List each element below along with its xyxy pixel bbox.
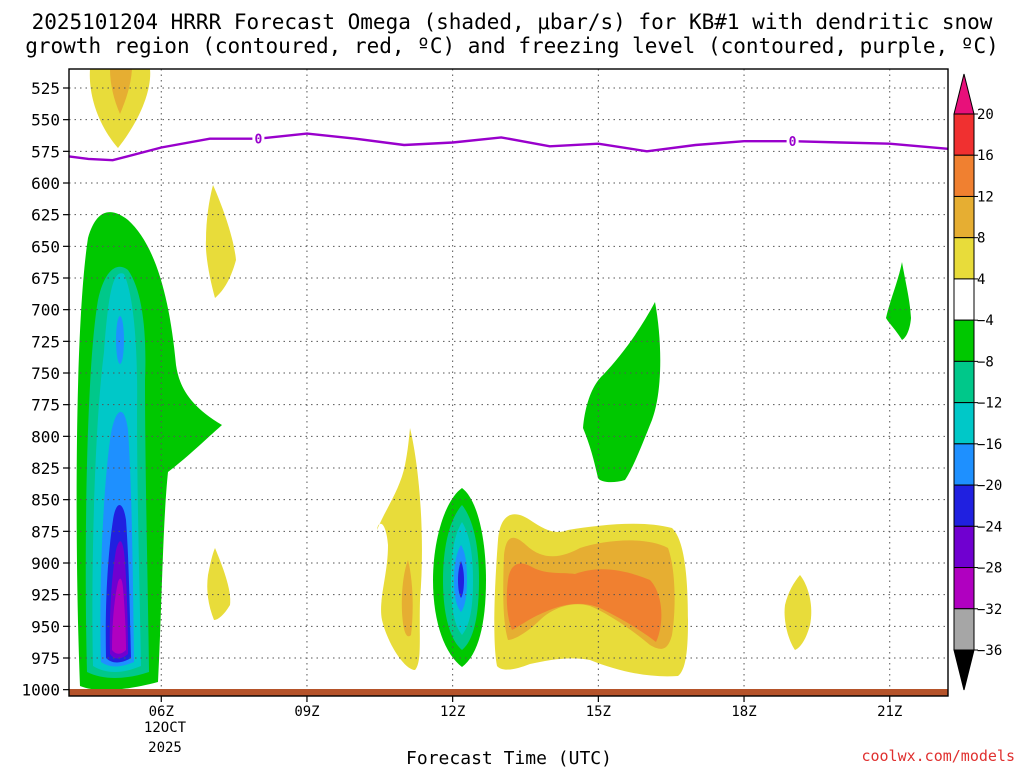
y-tick-label-950: 950 [31,617,60,636]
omega-16z-m8 [583,302,661,483]
omega-12z-m24 [458,561,464,598]
colorbar-label-4: 4 [977,272,985,288]
freezing-label-bg-0 [252,129,265,147]
freezing-label-bg-1 [786,132,799,150]
colorbar: 20 16 12 8 4 −4 −8 −12 −16 −20 −24 −28 −32 −36 [953,73,1002,691]
y-tick-label-725: 725 [31,332,60,351]
omega-main-m32 [112,578,126,654]
y-tick-label-825: 825 [31,459,60,478]
y-tick-label-1000: 1000 [21,681,60,700]
colorbar-bin-10 [953,525,975,569]
omega-14z-p12 [506,563,662,642]
y-tick-label-550: 550 [31,111,60,130]
x-tick-label-15Z: 15Z [586,704,611,720]
x-axis: 06Z 09Z 12Z 15Z 18Z 21Z [149,696,902,720]
freezing-level-contour [68,132,949,162]
omega-main-upper-m20 [116,316,124,364]
omega-blob-19z [784,575,812,650]
plot-border [68,68,949,697]
colorbar-label-11: −28 [977,561,1002,577]
terrain-level-strip [69,689,948,696]
omega-blob-07z-lower [207,548,231,620]
colorbar-bin-11 [953,567,975,610]
y-tick-label-750: 750 [31,364,60,383]
colorbar-arrow-top [953,73,975,115]
x-axis-label: Forecast Time (UTC) [406,748,612,768]
colorbar-label-1: 16 [977,148,994,164]
freezing-level-label-0: 0 [254,133,262,148]
y-tick-label-525: 525 [31,79,60,98]
colorbar-label-6: −8 [977,354,994,370]
colorbar-bin-9 [953,484,975,527]
colorbar-label-12: −32 [977,602,1002,618]
y-tick-label-900: 900 [31,554,60,573]
y-tick-label-700: 700 [31,301,60,320]
y-tick-label-775: 775 [31,396,60,415]
x-tick-label-21Z: 21Z [877,704,902,720]
colorbar-label-9: −20 [977,478,1002,494]
colorbar-label-10: −24 [977,519,1002,535]
colorbar-arrow-bottom [953,649,975,691]
credit-label: coolwx.com/models [861,747,1015,765]
date-label-line-1: 12OCT [144,720,187,736]
colorbar-label-0: 20 [977,107,994,123]
y-tick-label-600: 600 [31,174,60,193]
chart-title-line-2: growth region (contoured, red, ºC) and f… [25,34,999,58]
y-tick-label-650: 650 [31,237,60,256]
y-tick-label-925: 925 [31,586,60,605]
x-tick-label-09Z: 09Z [294,704,319,720]
y-tick-label-875: 875 [31,522,60,541]
y-tick-label-575: 575 [31,142,60,161]
colorbar-bin-0 [953,113,975,156]
date-label-line-2: 2025 [148,740,182,756]
x-tick-label-18Z: 18Z [731,704,756,720]
colorbar-label-5: −4 [977,313,994,329]
omega-21z-m8 [886,262,911,340]
y-tick-label-800: 800 [31,427,60,446]
colorbar-bin-6 [953,360,975,404]
colorbar-bin-2 [953,195,975,239]
colorbar-label-2: 12 [977,189,994,205]
y-axis: 525 550 575 600 625 650 675 700 725 750 775 800 825 8… [21,79,69,700]
omega-11z-p8 [401,560,413,637]
colorbar-label-7: −12 [977,396,1002,412]
colorbar-bin-3 [953,237,975,280]
y-tick-label-850: 850 [31,491,60,510]
x-tick-label-06Z: 06Z [149,704,174,720]
y-tick-label-675: 675 [31,269,60,288]
y-tick-label-975: 975 [31,649,60,668]
freezing-level-label-1: 0 [789,135,797,150]
colorbar-label-3: 8 [977,231,985,247]
colorbar-bin-8 [953,443,975,486]
y-tick-label-625: 625 [31,206,60,225]
colorbar-label-13: −36 [977,643,1002,659]
colorbar-bin-4 [953,278,975,321]
colorbar-label-8: −16 [977,437,1002,453]
omega-top-p8 [110,69,132,114]
colorbar-bin-12 [953,608,975,651]
x-tick-label-12Z: 12Z [440,704,465,720]
colorbar-bin-5 [953,319,975,362]
colorbar-bin-7 [953,402,975,445]
omega-blob-07z-upper [205,185,236,298]
chart-title-line-1: 2025101204 HRRR Forecast Omega (shaded, … [32,10,993,34]
colorbar-bin-1 [953,154,975,197]
omega-shading [76,69,911,691]
